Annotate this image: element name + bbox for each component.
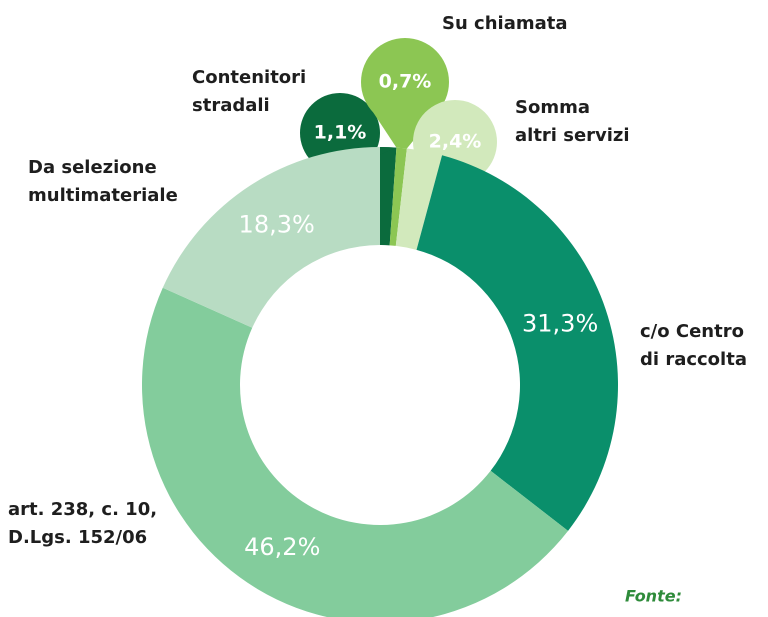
category-label-line: di raccolta	[640, 349, 747, 370]
value-label: 1,1%	[314, 122, 367, 144]
category-label: Da selezione multimateriale	[28, 157, 178, 206]
value-label: 0,7%	[379, 71, 432, 93]
category-label-line: Somma	[515, 97, 590, 118]
value-label: 46,2%	[244, 533, 320, 561]
donut-slice	[162, 147, 380, 328]
category-label: art. 238, c. 10, D.Lgs. 152/06	[8, 499, 157, 548]
category-label: Su chiamata	[442, 13, 568, 34]
category-label: Somma altri servizi	[515, 97, 630, 146]
category-label-line: altri servizi	[515, 125, 630, 146]
value-label: 2,4%	[429, 131, 482, 153]
donut-slice	[380, 147, 397, 246]
slice-bubble	[361, 38, 449, 126]
donut-slice	[389, 147, 407, 246]
category-label-line: stradali	[192, 95, 270, 116]
category-label-line: multimateriale	[28, 185, 178, 206]
category-label: c/o Centro di raccolta	[640, 321, 747, 370]
category-label-line: D.Lgs. 152/06	[8, 527, 147, 548]
category-label-line: art. 238, c. 10,	[8, 499, 157, 520]
value-label: 31,3%	[522, 310, 598, 338]
category-label-line: c/o Centro	[640, 321, 744, 342]
slice-bubble	[413, 100, 497, 184]
value-label: 18,3%	[239, 211, 315, 239]
donut-slice	[142, 287, 569, 617]
category-label-line: Da selezione	[28, 157, 157, 178]
category-label-line: Su chiamata	[442, 13, 568, 34]
category-label-line: Contenitori	[192, 67, 306, 88]
donut-slice	[416, 155, 619, 531]
category-label: Contenitori stradali	[192, 67, 306, 116]
annotation: Fonte:	[625, 587, 682, 606]
